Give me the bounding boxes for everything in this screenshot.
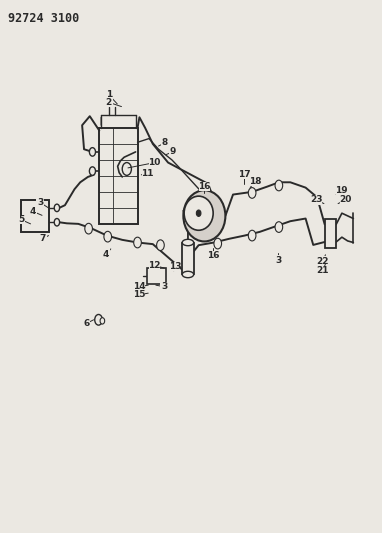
Circle shape xyxy=(54,219,60,226)
Bar xyxy=(29,207,37,216)
Bar xyxy=(199,182,210,191)
Bar xyxy=(105,90,113,100)
Text: 4: 4 xyxy=(30,207,36,216)
Circle shape xyxy=(275,180,283,191)
Circle shape xyxy=(54,204,60,212)
Bar xyxy=(149,158,160,167)
Text: 9: 9 xyxy=(170,148,176,156)
Text: 22: 22 xyxy=(317,257,329,265)
Circle shape xyxy=(248,230,256,241)
Circle shape xyxy=(248,188,256,198)
Text: 19: 19 xyxy=(335,186,348,195)
Ellipse shape xyxy=(184,196,213,230)
Text: 16: 16 xyxy=(198,182,210,191)
Circle shape xyxy=(122,163,131,175)
Bar xyxy=(182,243,194,274)
Ellipse shape xyxy=(182,239,194,246)
Bar xyxy=(336,185,346,195)
Circle shape xyxy=(85,223,92,234)
Text: 16: 16 xyxy=(207,252,219,260)
Bar xyxy=(325,219,336,248)
Text: 17: 17 xyxy=(238,170,251,179)
Text: 13: 13 xyxy=(169,262,181,271)
Bar xyxy=(317,256,328,266)
Circle shape xyxy=(89,148,96,156)
Text: 3: 3 xyxy=(161,282,167,291)
Bar xyxy=(21,200,49,232)
Text: 23: 23 xyxy=(310,196,322,204)
Ellipse shape xyxy=(182,271,194,278)
Bar xyxy=(311,195,322,205)
Circle shape xyxy=(104,231,112,242)
Text: 6: 6 xyxy=(83,319,89,328)
Text: 12: 12 xyxy=(149,261,161,270)
Ellipse shape xyxy=(183,190,225,241)
Bar xyxy=(147,268,166,284)
Text: 3: 3 xyxy=(275,256,281,264)
Bar xyxy=(239,169,250,179)
Bar xyxy=(274,255,282,265)
Bar xyxy=(142,168,152,178)
Bar xyxy=(317,266,328,276)
Text: 4: 4 xyxy=(103,250,109,259)
Circle shape xyxy=(157,240,164,251)
Bar xyxy=(161,138,169,148)
Bar xyxy=(208,251,219,261)
Text: 8: 8 xyxy=(162,139,168,147)
Text: 3: 3 xyxy=(37,198,43,207)
Bar xyxy=(105,98,113,107)
Circle shape xyxy=(275,222,283,232)
Bar xyxy=(39,234,47,244)
Bar xyxy=(102,249,110,259)
Text: 2: 2 xyxy=(106,98,112,107)
Bar xyxy=(149,261,160,270)
Text: 11: 11 xyxy=(141,169,153,177)
Text: 20: 20 xyxy=(340,196,352,204)
Bar xyxy=(170,262,180,271)
Text: 10: 10 xyxy=(149,158,161,167)
Circle shape xyxy=(134,237,141,248)
Bar xyxy=(340,195,351,205)
Circle shape xyxy=(100,318,105,324)
Bar xyxy=(99,128,138,224)
Circle shape xyxy=(95,314,102,325)
Text: 18: 18 xyxy=(249,177,261,185)
Text: 7: 7 xyxy=(40,235,46,243)
Circle shape xyxy=(89,167,96,175)
Text: 15: 15 xyxy=(133,290,146,299)
Circle shape xyxy=(214,238,222,249)
Bar xyxy=(83,319,90,328)
Text: 14: 14 xyxy=(133,282,146,291)
Text: 1: 1 xyxy=(106,91,112,99)
Text: 5: 5 xyxy=(18,215,24,224)
Text: 92724 3100: 92724 3100 xyxy=(8,12,79,25)
Bar xyxy=(160,282,168,292)
Bar xyxy=(250,176,261,186)
Bar xyxy=(134,282,145,292)
Bar xyxy=(36,198,44,207)
Bar xyxy=(17,215,25,224)
Text: 21: 21 xyxy=(317,266,329,275)
Circle shape xyxy=(196,210,201,216)
Bar xyxy=(169,147,176,157)
Bar xyxy=(134,290,145,300)
